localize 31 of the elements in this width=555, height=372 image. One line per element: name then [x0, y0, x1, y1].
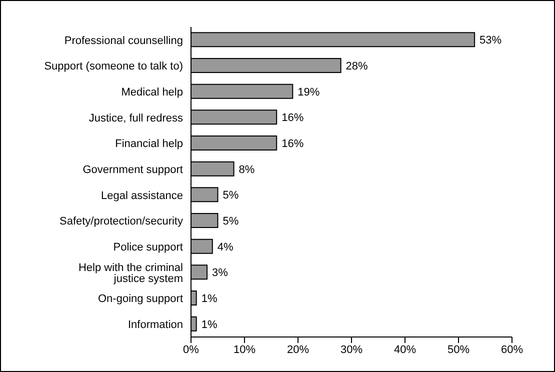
y-tick-label: Justice, full redress [88, 112, 184, 124]
x-tick-label: 50% [447, 344, 470, 356]
y-tick-label: Help with the criminal justice system [78, 262, 183, 285]
data-label: 16% [282, 112, 304, 124]
y-tick-label: Support (someone to talk to) [44, 60, 183, 73]
x-tick-label: 10% [233, 344, 256, 356]
y-tick-label: Government support [82, 164, 183, 176]
y-tick-label: Financial help [115, 138, 183, 150]
data-label: 3% [212, 267, 228, 280]
y-tick-label: Information [128, 318, 183, 331]
y-tick-label: Medical help [121, 86, 183, 98]
y-tick-label: Professional counselling [64, 34, 183, 47]
y-tick-label: Police support [113, 241, 183, 254]
y-tick-label: On-going support [98, 293, 183, 306]
x-tick-label: 0% [183, 344, 200, 356]
x-tick-label: 20% [286, 344, 310, 356]
x-tick-label: 30% [340, 344, 363, 356]
y-tick-label: Safety/protection/security [59, 216, 184, 228]
data-label: 1% [201, 292, 218, 305]
data-label: 53% [480, 34, 502, 47]
y-tick-label: Legal assistance [101, 190, 183, 202]
data-label: 28% [346, 60, 368, 72]
data-label: 8% [238, 164, 255, 176]
data-label: 16% [282, 138, 304, 150]
data-label: 19% [298, 86, 320, 98]
data-label: 4% [217, 241, 234, 254]
data-label: 5% [222, 215, 239, 228]
x-tick-label: 60% [500, 344, 524, 356]
data-label: 1% [201, 318, 218, 331]
x-tick-label: 40% [394, 344, 416, 356]
data-label: 5% [222, 190, 239, 202]
